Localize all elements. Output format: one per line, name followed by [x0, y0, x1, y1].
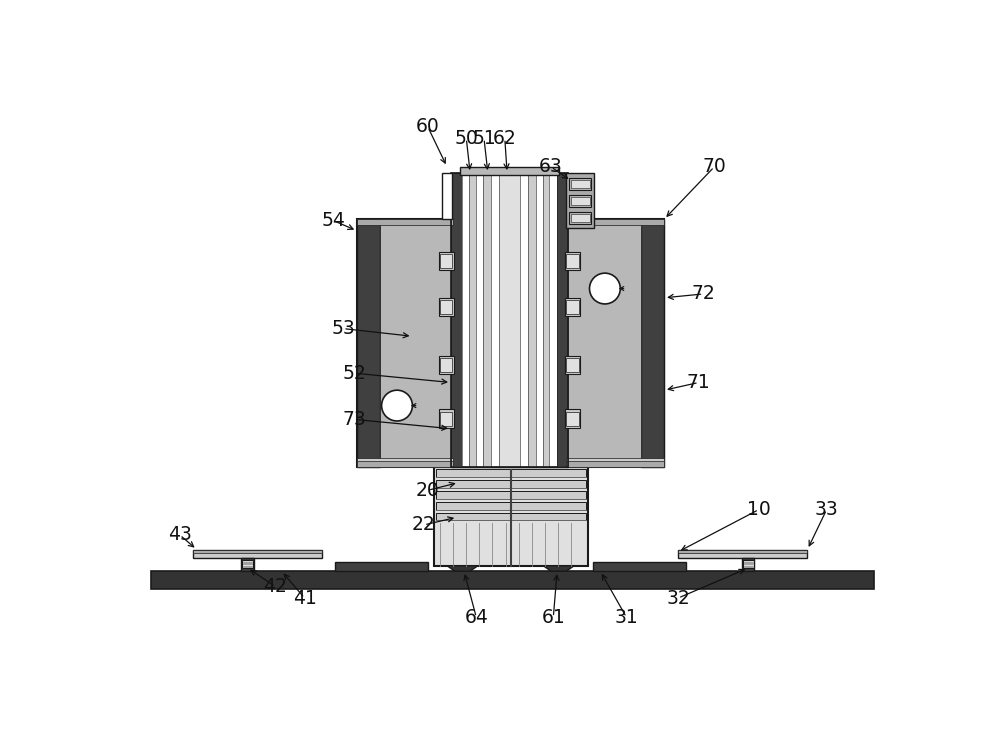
Bar: [357, 458, 453, 467]
Bar: [566, 461, 664, 467]
Text: 64: 64: [464, 608, 488, 627]
Bar: [357, 461, 453, 467]
Bar: [436, 480, 586, 488]
Polygon shape: [447, 565, 478, 571]
Bar: [566, 173, 594, 228]
Bar: [491, 174, 499, 467]
Bar: [193, 550, 322, 558]
Bar: [565, 298, 580, 316]
Bar: [678, 550, 807, 553]
Bar: [571, 197, 590, 204]
Text: 73: 73: [343, 410, 367, 429]
Text: 50: 50: [454, 129, 478, 148]
Bar: [743, 560, 754, 568]
Circle shape: [590, 273, 620, 304]
Bar: [566, 300, 579, 314]
Circle shape: [382, 390, 412, 421]
Bar: [436, 491, 586, 499]
Bar: [434, 467, 588, 565]
Bar: [678, 550, 807, 558]
Bar: [566, 254, 579, 267]
Bar: [569, 211, 591, 224]
Bar: [566, 358, 579, 372]
Text: 71: 71: [687, 373, 711, 392]
Text: 54: 54: [322, 211, 346, 230]
Bar: [483, 174, 491, 467]
Bar: [439, 298, 454, 316]
Polygon shape: [543, 565, 574, 571]
Text: 72: 72: [692, 285, 715, 303]
Bar: [436, 512, 586, 521]
Bar: [469, 174, 476, 467]
Text: 51: 51: [472, 129, 496, 148]
Bar: [242, 560, 253, 568]
Bar: [241, 558, 254, 571]
Bar: [440, 300, 452, 314]
Text: 63: 63: [539, 157, 563, 176]
Bar: [357, 219, 453, 225]
Bar: [451, 174, 462, 467]
Bar: [566, 219, 664, 467]
Bar: [571, 214, 590, 222]
Bar: [566, 458, 664, 467]
Text: 22: 22: [412, 515, 436, 535]
Bar: [380, 219, 453, 467]
Bar: [151, 571, 874, 589]
Bar: [528, 174, 536, 467]
Bar: [742, 558, 754, 571]
Text: 20: 20: [416, 481, 440, 500]
Bar: [536, 174, 543, 467]
Text: 43: 43: [168, 526, 192, 545]
Bar: [571, 180, 590, 188]
Text: 31: 31: [615, 608, 638, 627]
Text: 33: 33: [815, 500, 839, 519]
Bar: [193, 550, 322, 553]
Bar: [569, 195, 591, 207]
Text: 41: 41: [293, 589, 317, 607]
Bar: [476, 174, 483, 467]
Bar: [520, 174, 528, 467]
Bar: [566, 412, 579, 425]
Bar: [499, 174, 520, 467]
Text: 32: 32: [666, 589, 690, 607]
Bar: [451, 173, 568, 467]
Text: 10: 10: [747, 500, 771, 519]
Bar: [439, 410, 454, 428]
Text: 42: 42: [263, 577, 287, 596]
Bar: [543, 174, 549, 467]
Bar: [566, 219, 664, 225]
Bar: [557, 174, 568, 467]
Bar: [549, 174, 557, 467]
Bar: [462, 174, 469, 467]
Bar: [460, 167, 559, 175]
Bar: [439, 356, 454, 374]
Bar: [439, 252, 454, 270]
Text: 60: 60: [416, 118, 440, 136]
Text: 70: 70: [702, 157, 726, 176]
Bar: [641, 219, 664, 467]
Bar: [565, 252, 580, 270]
Bar: [442, 173, 452, 219]
Text: 61: 61: [541, 608, 565, 627]
Text: 52: 52: [343, 364, 367, 383]
Bar: [565, 410, 580, 428]
Bar: [440, 358, 452, 372]
Bar: [357, 219, 380, 467]
Bar: [335, 562, 428, 571]
Bar: [440, 254, 452, 267]
Bar: [440, 412, 452, 425]
Bar: [566, 219, 641, 467]
Bar: [565, 356, 580, 374]
Bar: [569, 178, 591, 190]
Bar: [593, 562, 686, 571]
Bar: [357, 219, 453, 467]
Text: 53: 53: [331, 319, 355, 338]
Bar: [436, 502, 586, 509]
Text: 62: 62: [493, 129, 517, 148]
Bar: [451, 173, 568, 467]
Bar: [436, 470, 586, 477]
